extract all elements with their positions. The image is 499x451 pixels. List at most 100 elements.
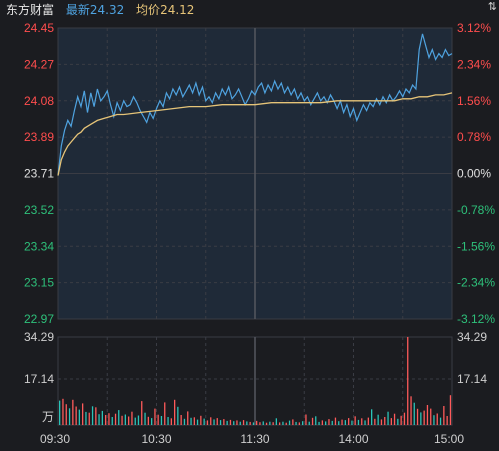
- volume-bar: [134, 417, 136, 425]
- volume-bar: [354, 416, 356, 425]
- volume-bar: [170, 418, 172, 425]
- price-axis-label: 24.27: [24, 57, 54, 71]
- avg-price: 均价24.12: [136, 3, 194, 17]
- volume-bar: [436, 413, 438, 425]
- pct-axis-label: -0.78%: [457, 203, 495, 217]
- average-price-line: [57, 92, 453, 176]
- volume-bar: [85, 411, 87, 425]
- volume-bar: [371, 409, 373, 425]
- volume-bar: [449, 395, 452, 425]
- volume-bar: [206, 420, 209, 425]
- volume-bar: [357, 419, 360, 425]
- volume-bar: [295, 421, 297, 425]
- volume-bar: [269, 421, 271, 425]
- volume-bar: [334, 417, 337, 425]
- time-tick-label: 15:00: [434, 432, 464, 446]
- volume-bar: [288, 420, 291, 425]
- volume-bar: [131, 411, 133, 425]
- volume-bar: [118, 410, 120, 425]
- volume-bar: [167, 417, 169, 425]
- volume-bar: [256, 420, 258, 425]
- volume-bar: [262, 421, 264, 425]
- expand-toggle-icon[interactable]: ⇅: [487, 0, 497, 13]
- volume-bar: [75, 406, 77, 425]
- price-axis-label: 23.34: [24, 239, 54, 253]
- volume-bar: [338, 421, 340, 425]
- time-tick-label: 09:30: [40, 432, 70, 446]
- volume-bar: [65, 404, 67, 425]
- volume-bar: [196, 419, 199, 425]
- pct-axis-label: -1.56%: [457, 239, 495, 253]
- volume-bar: [403, 412, 406, 425]
- volume-bar: [397, 418, 399, 425]
- volume-bar: [177, 406, 179, 425]
- volume-bar: [393, 413, 396, 425]
- volume-bar: [164, 402, 166, 425]
- volume-bar: [407, 337, 409, 425]
- volume-bar: [229, 419, 232, 425]
- latest-label: 最新: [65, 3, 90, 17]
- volume-bar: [151, 418, 153, 425]
- volume-bar: [154, 408, 156, 425]
- volume-bar: [384, 417, 386, 425]
- volume-bar: [190, 417, 192, 425]
- volume-bar: [259, 422, 261, 425]
- volume-bar: [433, 415, 435, 425]
- volume-bar: [374, 418, 376, 425]
- pct-axis-label: 3.12%: [457, 21, 491, 35]
- volume-bar: [311, 417, 314, 425]
- volume-bar: [216, 418, 218, 425]
- time-tick-label: 14:00: [338, 432, 368, 446]
- volume-bar: [275, 418, 277, 425]
- pct-axis-label: -3.12%: [457, 312, 495, 326]
- volume-bar: [292, 419, 294, 425]
- volume-bar: [387, 411, 389, 425]
- volume-bar: [348, 418, 350, 425]
- volume-bar: [147, 416, 149, 425]
- pct-axis-label: 0.78%: [457, 130, 491, 144]
- volume-bar: [252, 422, 255, 425]
- volume-bar: [321, 420, 323, 425]
- volume-bar: [282, 421, 284, 425]
- volume-axis-label: 17.14: [24, 372, 54, 386]
- volume-bar: [72, 399, 74, 425]
- volume-bar: [108, 413, 110, 425]
- volume-bar: [62, 398, 64, 425]
- volume-bar: [193, 417, 195, 425]
- volume-bar: [203, 418, 205, 425]
- volume-bar: [187, 411, 189, 425]
- volume-bar: [344, 420, 346, 425]
- stock-name: 东方财富: [6, 3, 55, 17]
- volume-bar: [315, 416, 317, 425]
- volume-bar: [265, 422, 268, 425]
- price-axis-label: 24.45: [24, 21, 54, 35]
- volume-bar: [101, 410, 103, 425]
- volume-bar: [443, 406, 445, 425]
- volume-bar: [82, 403, 84, 425]
- volume-bar: [325, 421, 327, 425]
- volume-bar: [426, 405, 429, 425]
- volume-bar: [98, 414, 100, 425]
- price-axis-label: 23.71: [24, 167, 54, 181]
- volume-bar: [410, 396, 412, 425]
- pct-axis-label: 0.00%: [457, 167, 491, 181]
- volume-bar: [351, 420, 353, 425]
- price-axis-label: 23.15: [24, 276, 54, 290]
- volume-bar: [413, 402, 415, 425]
- volume-bar: [420, 412, 422, 425]
- pct-axis-label: 1.56%: [457, 94, 491, 108]
- volume-bar: [272, 422, 274, 425]
- volume-bar: [308, 421, 310, 425]
- volume-bar: [200, 415, 202, 425]
- volume-axis-label: 万: [42, 410, 54, 424]
- volume-bar: [377, 414, 379, 425]
- volume-bar: [361, 418, 363, 425]
- volume-bar: [144, 412, 146, 425]
- price-axis-label: 24.08: [24, 94, 54, 108]
- volume-bar: [242, 420, 245, 425]
- time-tick-label: 10:30: [141, 432, 171, 446]
- volume-bar: [367, 417, 369, 425]
- volume-bar: [223, 419, 225, 425]
